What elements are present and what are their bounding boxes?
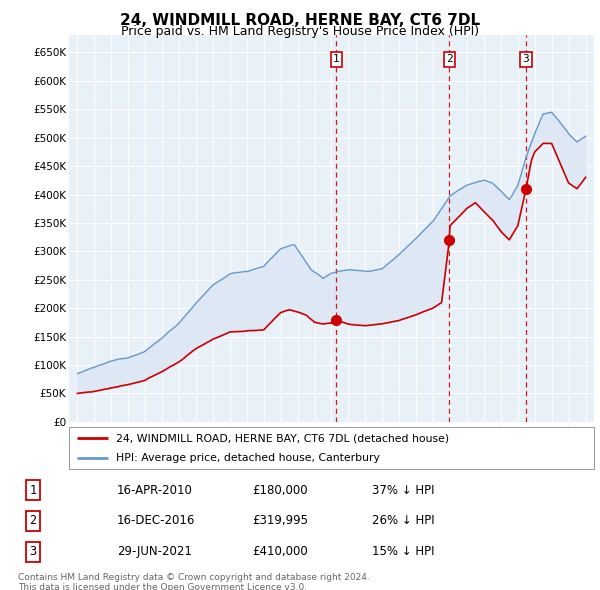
Text: £319,995: £319,995 xyxy=(252,514,308,527)
Text: 2: 2 xyxy=(29,514,37,527)
Text: 26% ↓ HPI: 26% ↓ HPI xyxy=(372,514,434,527)
Text: 24, WINDMILL ROAD, HERNE BAY, CT6 7DL: 24, WINDMILL ROAD, HERNE BAY, CT6 7DL xyxy=(120,13,480,28)
Text: 1: 1 xyxy=(333,54,340,64)
Text: 16-DEC-2016: 16-DEC-2016 xyxy=(117,514,196,527)
Text: 29-JUN-2021: 29-JUN-2021 xyxy=(117,545,192,558)
Text: Price paid vs. HM Land Registry's House Price Index (HPI): Price paid vs. HM Land Registry's House … xyxy=(121,25,479,38)
Text: HPI: Average price, detached house, Canterbury: HPI: Average price, detached house, Cant… xyxy=(116,453,380,463)
Text: 37% ↓ HPI: 37% ↓ HPI xyxy=(372,484,434,497)
Text: 3: 3 xyxy=(29,545,37,558)
Text: £180,000: £180,000 xyxy=(252,484,308,497)
Text: This data is licensed under the Open Government Licence v3.0.: This data is licensed under the Open Gov… xyxy=(18,583,307,590)
Text: 16-APR-2010: 16-APR-2010 xyxy=(117,484,193,497)
Text: Contains HM Land Registry data © Crown copyright and database right 2024.: Contains HM Land Registry data © Crown c… xyxy=(18,573,370,582)
Text: £410,000: £410,000 xyxy=(252,545,308,558)
Text: 15% ↓ HPI: 15% ↓ HPI xyxy=(372,545,434,558)
Text: 2: 2 xyxy=(446,54,453,64)
Text: 24, WINDMILL ROAD, HERNE BAY, CT6 7DL (detached house): 24, WINDMILL ROAD, HERNE BAY, CT6 7DL (d… xyxy=(116,433,449,443)
Text: 1: 1 xyxy=(29,484,37,497)
Text: 3: 3 xyxy=(523,54,529,64)
